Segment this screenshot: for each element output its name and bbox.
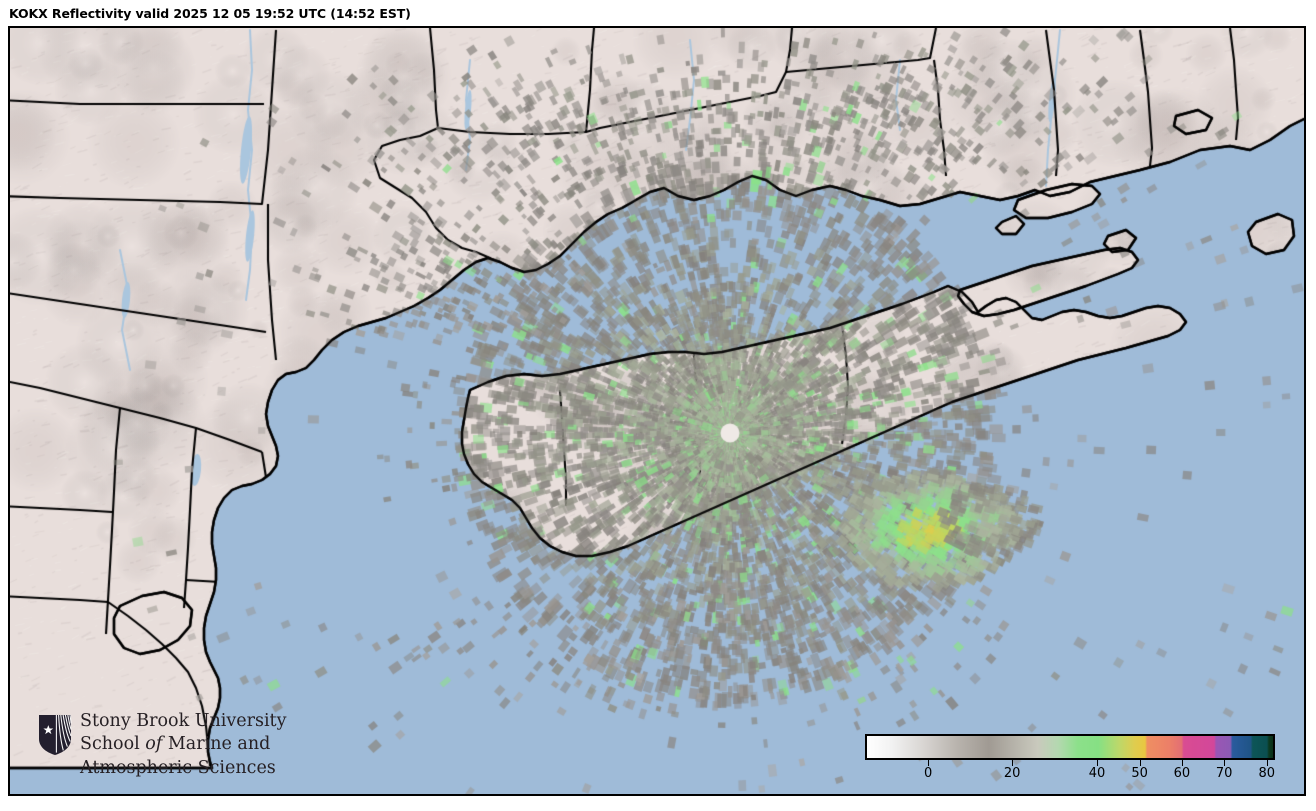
logo-line-1: Stony Brook University xyxy=(80,711,287,731)
colorbar-tick-label: 80 xyxy=(1258,766,1276,781)
colorbar-tick xyxy=(1266,760,1268,766)
radar-map-frame[interactable] xyxy=(8,26,1306,796)
colorbar-tick-label: 40 xyxy=(1088,766,1106,781)
colorbar-tick-label: 20 xyxy=(1003,766,1021,781)
page-title: KOKX Reflectivity valid 2025 12 05 19:52… xyxy=(9,5,411,21)
logo-line-3: Atmospheric Sciences xyxy=(80,757,276,778)
colorbar-tick xyxy=(1181,760,1183,766)
colorbar-tick-label: 0 xyxy=(923,766,933,781)
colorbar-tick xyxy=(1224,760,1226,766)
colorbar-tick xyxy=(928,760,930,766)
colorbar-tick xyxy=(1139,760,1141,766)
reflectivity-colorbar: 0 20 40 50 60 70 80 xyxy=(865,734,1285,794)
colorbar-tick xyxy=(1012,760,1014,766)
logo-line-2: School of Marine and xyxy=(80,733,286,756)
colorbar-tick-label: 60 xyxy=(1173,766,1191,781)
logo-line-2-italic: of xyxy=(145,734,163,755)
colorbar-gradient xyxy=(867,736,1273,758)
radar-map-canvas[interactable] xyxy=(10,28,1304,794)
stony-brook-logo: Stony Brook University School of Marine … xyxy=(38,710,338,792)
logo-line-2-post: Marine and xyxy=(162,734,271,755)
shield-icon xyxy=(39,714,72,755)
colorbar-tick-label: 50 xyxy=(1131,766,1148,781)
logo-text: Stony Brook University School of Marine … xyxy=(80,710,286,780)
colorbar-tick-label: 70 xyxy=(1215,766,1233,781)
title-bar: KOKX Reflectivity valid 2025 12 05 19:52… xyxy=(0,0,1316,26)
logo-line-2-pre: School xyxy=(80,734,146,755)
colorbar-tick xyxy=(1097,760,1099,766)
colorbar-bar xyxy=(865,734,1275,760)
